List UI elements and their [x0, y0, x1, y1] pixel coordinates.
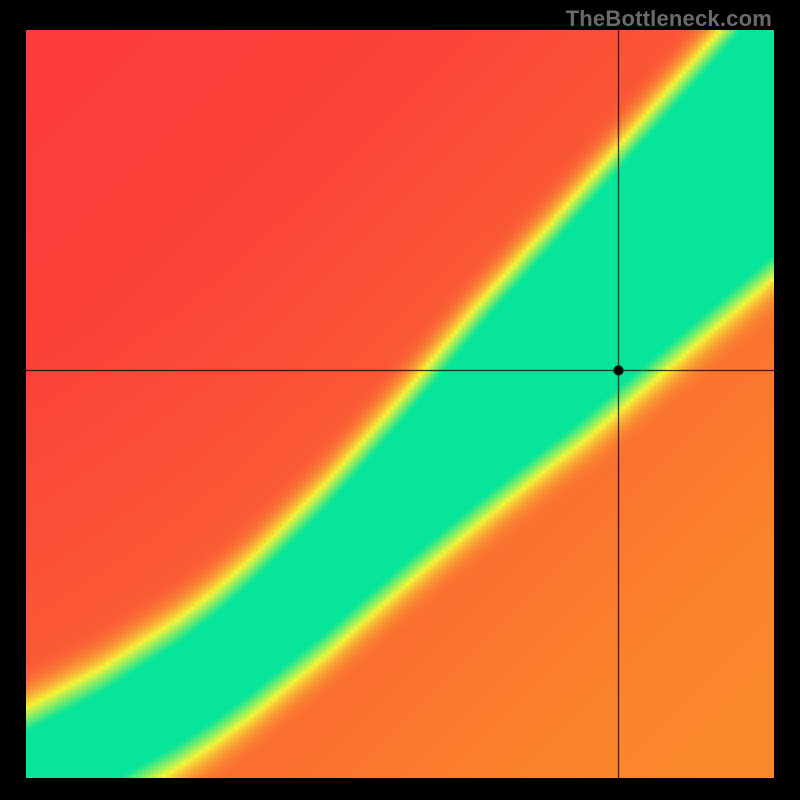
heatmap-canvas: [26, 30, 774, 778]
heatmap-chart: [26, 30, 774, 778]
watermark-text: TheBottleneck.com: [566, 6, 772, 32]
